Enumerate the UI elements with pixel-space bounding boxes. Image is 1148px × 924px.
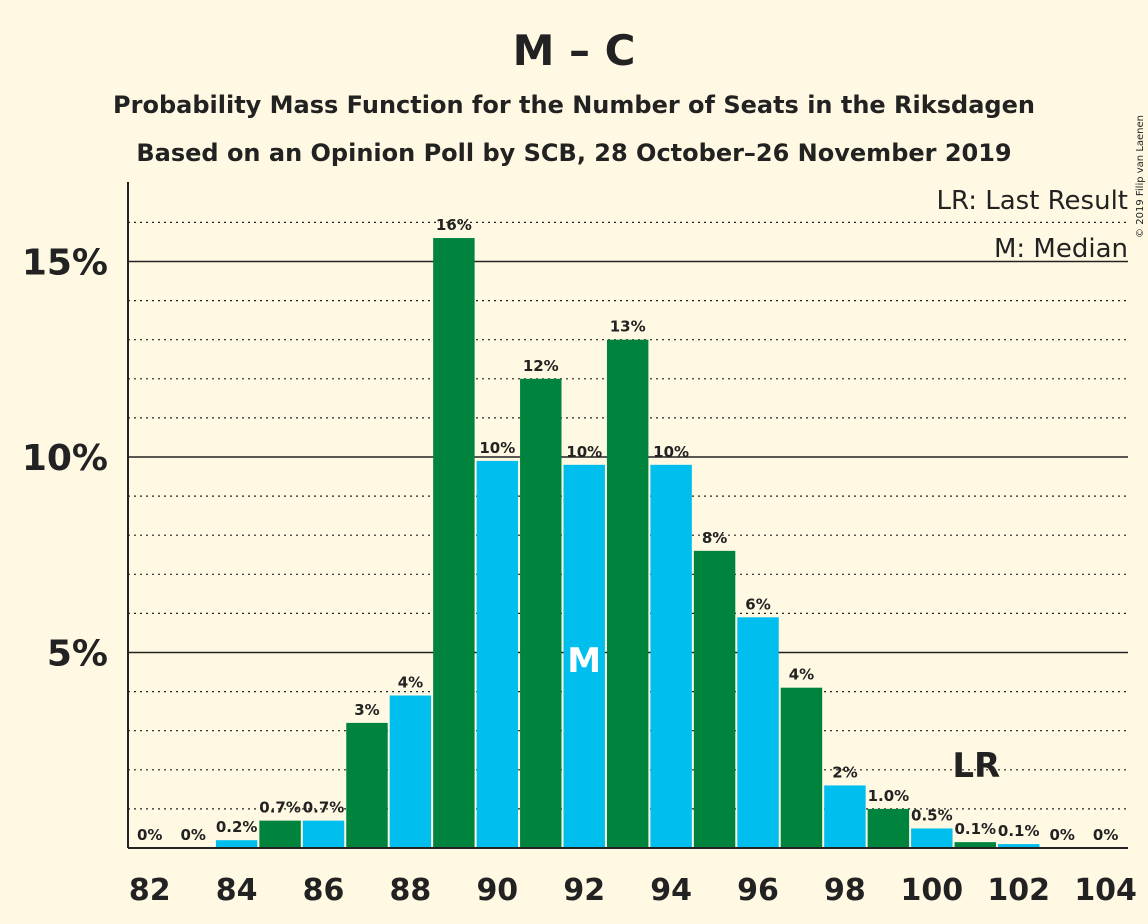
- last-result-marker: LR: [952, 746, 1000, 786]
- data-label: 4%: [398, 674, 423, 692]
- data-label: 16%: [436, 216, 472, 234]
- bar: [215, 840, 258, 848]
- data-label: 0.1%: [998, 822, 1040, 840]
- bar: [911, 828, 953, 848]
- data-label: 0.7%: [259, 799, 301, 817]
- legend-last-result: LR: Last Result: [936, 186, 1128, 216]
- bar: [780, 687, 823, 848]
- data-label: 4%: [789, 666, 814, 684]
- bar: [433, 238, 475, 849]
- x-tick-label: 90: [476, 873, 518, 908]
- data-label: 10%: [566, 443, 602, 461]
- y-tick-label: 10%: [22, 438, 108, 479]
- chart-subtitle: Probability Mass Function for the Number…: [113, 91, 1035, 119]
- bar: [650, 464, 692, 848]
- bar: [259, 820, 301, 848]
- data-label: 0.2%: [216, 818, 258, 836]
- bar: [606, 339, 649, 848]
- bar: [954, 842, 996, 848]
- x-tick-label: 82: [129, 873, 171, 908]
- y-tick-label: 5%: [47, 634, 108, 675]
- x-tick-label: 84: [216, 873, 258, 908]
- y-tick-label: 15%: [22, 243, 108, 284]
- data-labels: 0% 0% 0.2%0.7% 0.7%3%4%16%10%12%10%13%10%8%…: [137, 216, 1118, 844]
- bar: [867, 808, 910, 848]
- data-label: 1.0%: [868, 787, 910, 805]
- legend-median: M: Median: [994, 234, 1128, 264]
- bar: [693, 550, 736, 848]
- data-label: 0.7%: [303, 799, 345, 817]
- x-tick-label: 94: [650, 873, 692, 908]
- data-label: 0.1%: [954, 820, 996, 838]
- data-label: 12%: [523, 357, 559, 375]
- data-label: 0.5%: [911, 806, 953, 824]
- data-label: 10%: [479, 439, 515, 457]
- x-tick-label: 92: [563, 873, 605, 908]
- data-label: 2%: [832, 763, 857, 781]
- x-tick-label: 86: [303, 873, 345, 908]
- data-label: 6%: [745, 595, 770, 613]
- data-label: 0%: [137, 826, 162, 844]
- x-axis-ticks: 82 84 86 88 90 92 94 96 98 100 102 104: [129, 873, 1137, 908]
- bar: [737, 617, 779, 848]
- bar: [302, 820, 345, 848]
- copyright-note: © 2019 Filip van Laenen: [1135, 115, 1146, 238]
- x-tick-label: 98: [824, 873, 866, 908]
- bar: [824, 785, 866, 848]
- x-tick-label: 96: [737, 873, 779, 908]
- data-label: 0%: [1093, 826, 1118, 844]
- x-tick-label: 102: [987, 873, 1050, 908]
- bar: [346, 722, 388, 848]
- data-label: 0%: [180, 826, 205, 844]
- x-tick-label: 104: [1074, 873, 1137, 908]
- bar: [520, 378, 562, 848]
- bars: [215, 238, 1040, 849]
- y-axis-ticks: 5% 10% 15%: [22, 243, 108, 675]
- data-label: 0%: [1049, 826, 1074, 844]
- median-marker: M: [567, 641, 601, 681]
- data-label: 8%: [702, 529, 727, 547]
- chart-subtitle-2: Based on an Opinion Poll by SCB, 28 Octo…: [136, 139, 1011, 167]
- bar: [476, 460, 519, 848]
- bar: [389, 695, 432, 848]
- chart-title: M – C: [513, 26, 636, 75]
- data-label: 13%: [610, 318, 646, 336]
- x-tick-label: 88: [390, 873, 432, 908]
- data-label: 3%: [354, 701, 379, 719]
- data-label: 10%: [653, 443, 689, 461]
- bar: [998, 844, 1040, 848]
- bar: [563, 464, 605, 848]
- x-tick-label: 100: [901, 873, 964, 908]
